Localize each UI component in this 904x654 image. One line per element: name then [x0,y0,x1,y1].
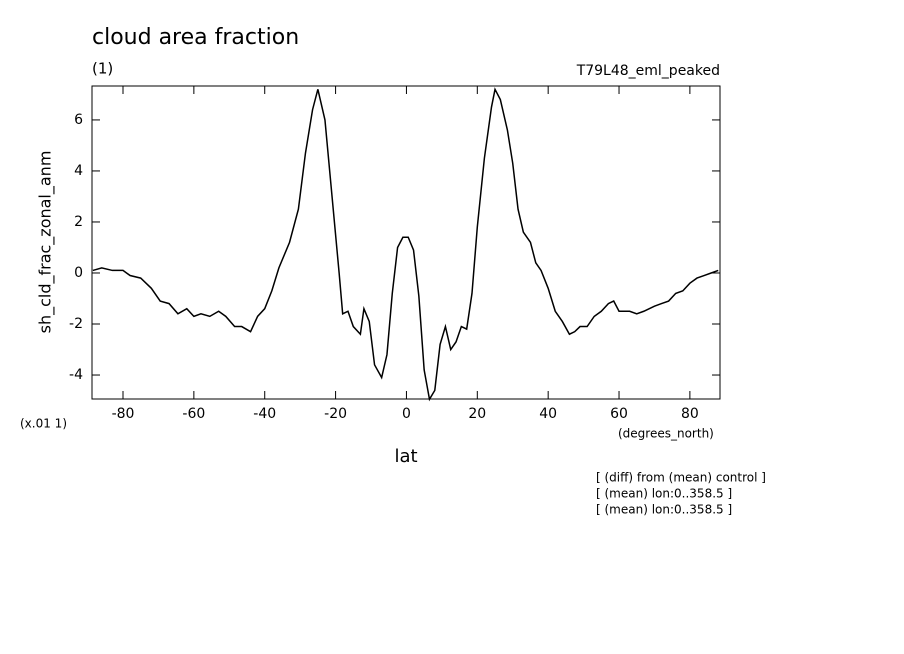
y-tick-label: 4 [74,163,83,179]
dataset-label: T79L48_eml_peaked [576,63,720,79]
y-tick-label: 6 [74,112,83,128]
y-tick-label: -2 [69,316,83,332]
y-tick-label: -4 [69,367,83,383]
x-tick-label: 40 [539,406,557,422]
y-scale-label: (x.01 1) [20,417,67,431]
x-tick-label: -60 [182,406,205,422]
note: [ (diff) from (mean) control ] [596,471,766,485]
data-line [92,87,719,402]
plot-frame [91,85,721,400]
subtitle: (1) [92,60,113,78]
x-tick-label: -80 [112,406,135,422]
note: [ (mean) lon:0..358.5 ] [596,503,732,517]
x-tick-label: -20 [324,406,347,422]
x-axis-label: lat [394,446,417,467]
chart-title: cloud area fraction [92,25,299,50]
x-tick-label: 0 [402,406,411,422]
x-tick-label: 80 [681,406,699,422]
x-tick-label: -40 [253,406,276,422]
x-tick-label: 20 [468,406,486,422]
y-tick-label: 2 [74,214,83,230]
y-axis-label: sh_cld_frac_zonal_anm [36,151,56,334]
x-units: (degrees_north) [618,427,714,441]
note: [ (mean) lon:0..358.5 ] [596,487,732,501]
y-tick-label: 0 [74,265,83,281]
x-tick-label: 60 [610,406,628,422]
